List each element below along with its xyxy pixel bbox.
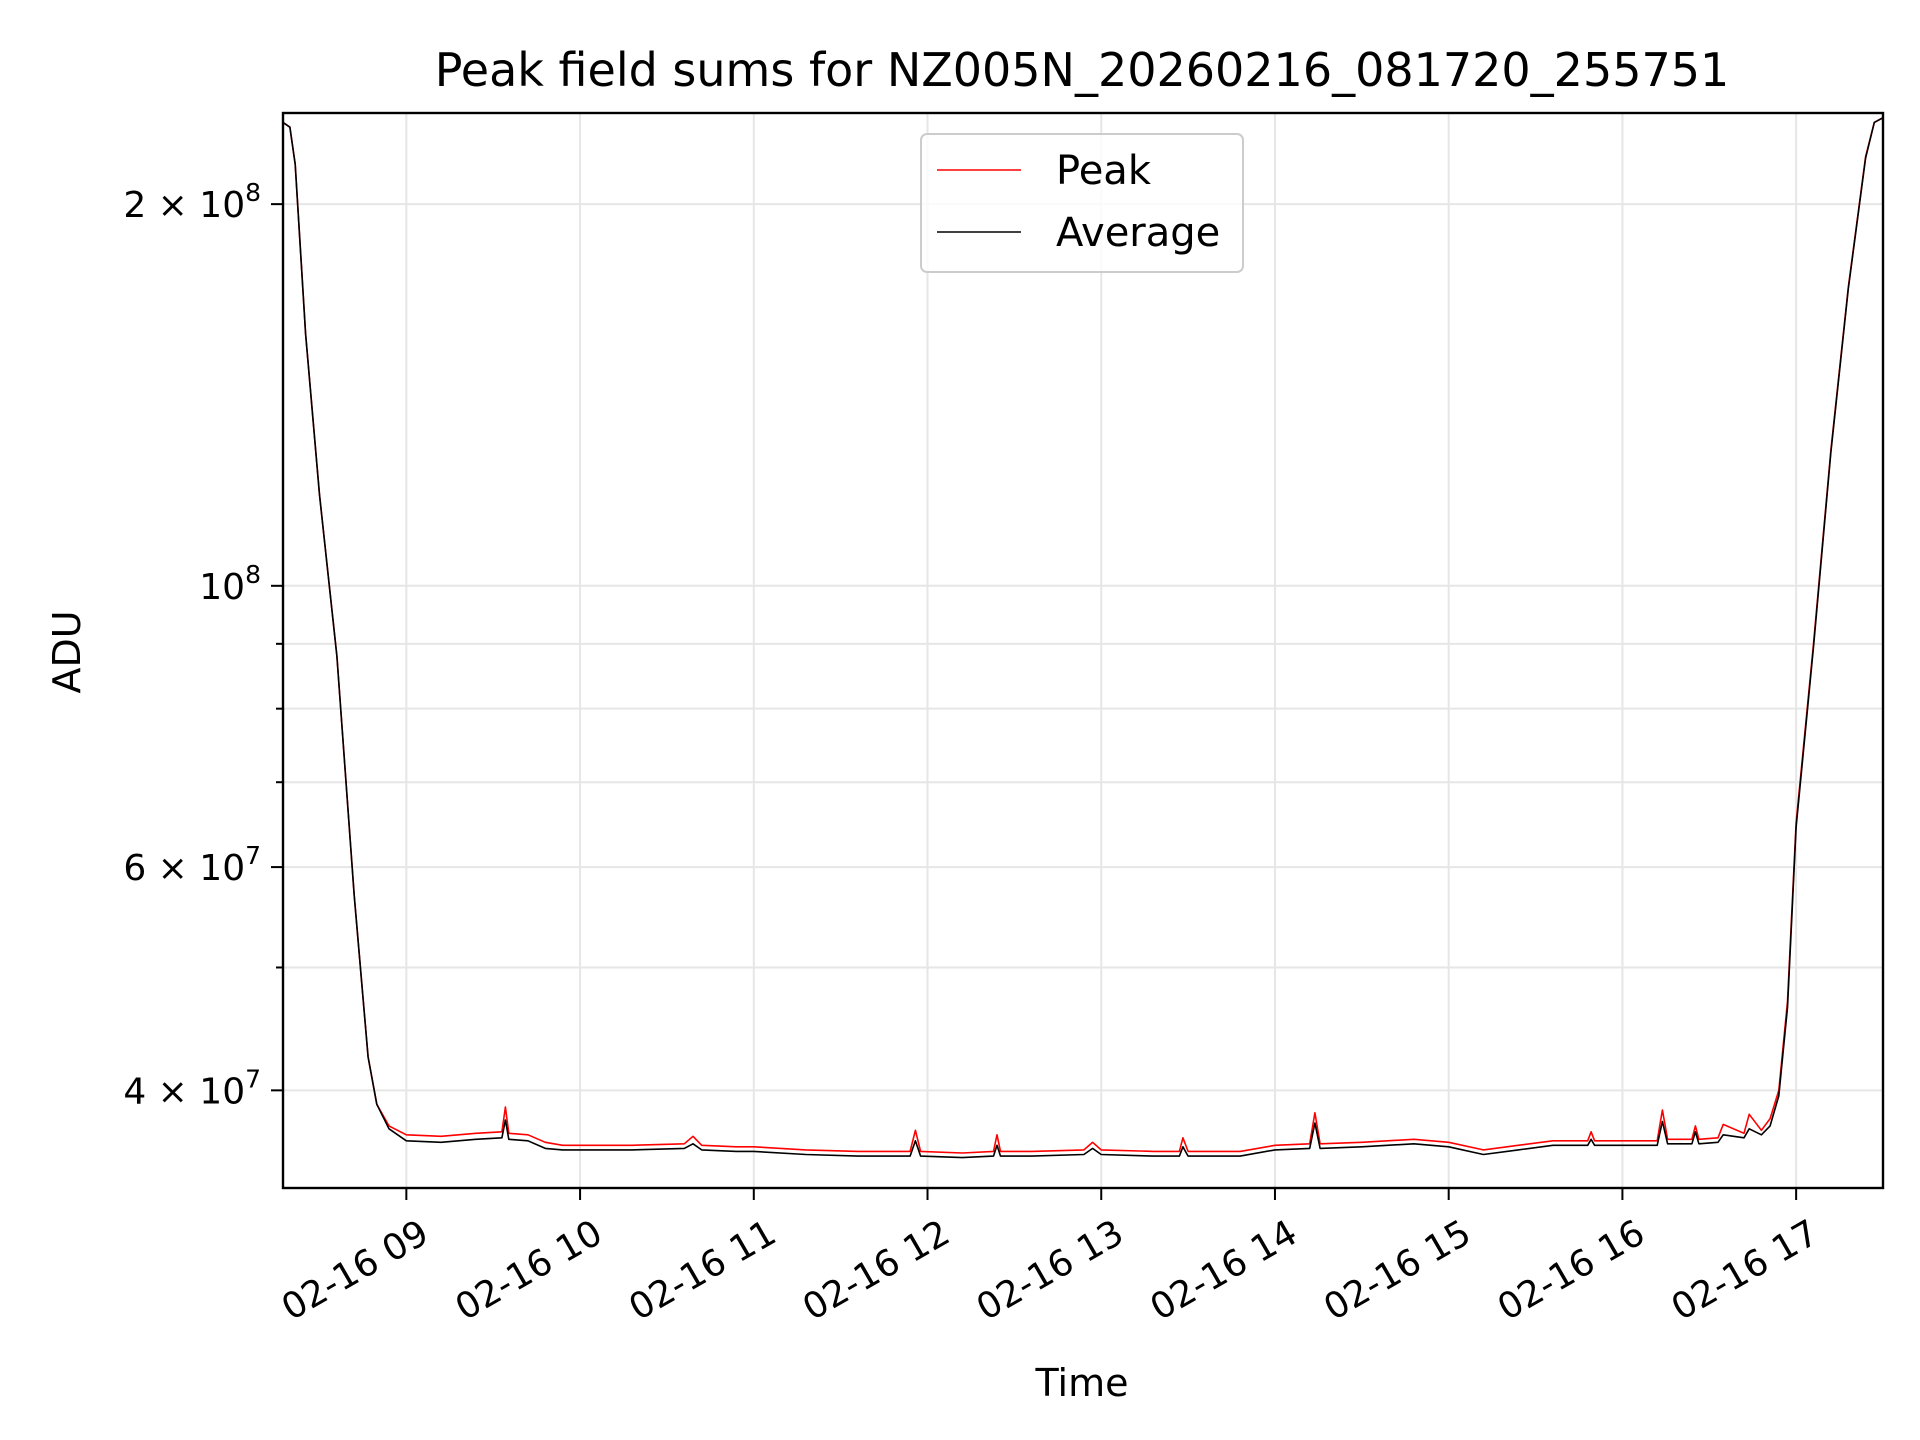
- y-tick-label: 2 × 108: [123, 178, 261, 226]
- y-tick-label: 6 × 107: [123, 841, 261, 889]
- y-axis-label: ADU: [45, 610, 89, 693]
- y-tick-label-base: 10: [199, 567, 245, 608]
- y-tick-label: 108: [199, 560, 261, 608]
- legend-peak-label: Peak: [1056, 148, 1152, 194]
- plot-frame: [281, 111, 1885, 1190]
- y-tick-label-base: 4 × 10: [123, 1071, 245, 1112]
- y-tick-label-exponent: 7: [245, 1064, 261, 1093]
- y-tick-label-exponent: 7: [245, 841, 261, 870]
- legend-average-label: Average: [1056, 210, 1220, 256]
- y-tick-label-base: 2 × 10: [123, 185, 245, 226]
- grid: [283, 113, 1883, 1188]
- chart-title: Peak field sums for NZ005N_20260216_0817…: [435, 43, 1730, 97]
- series-layer: [283, 116, 1883, 1159]
- x-axis-label: Time: [1035, 1361, 1129, 1405]
- legend-box: [920, 133, 1244, 273]
- series-line-peak: [283, 116, 1883, 1154]
- series-line-average: [283, 116, 1883, 1159]
- y-tick-label-exponent: 8: [245, 560, 261, 589]
- y-tick-label-base: 6 × 10: [123, 848, 245, 889]
- y-tick-label: 4 × 107: [123, 1064, 261, 1112]
- legend: Peak Average: [920, 133, 1244, 273]
- y-tick-label-exponent: 8: [245, 178, 261, 207]
